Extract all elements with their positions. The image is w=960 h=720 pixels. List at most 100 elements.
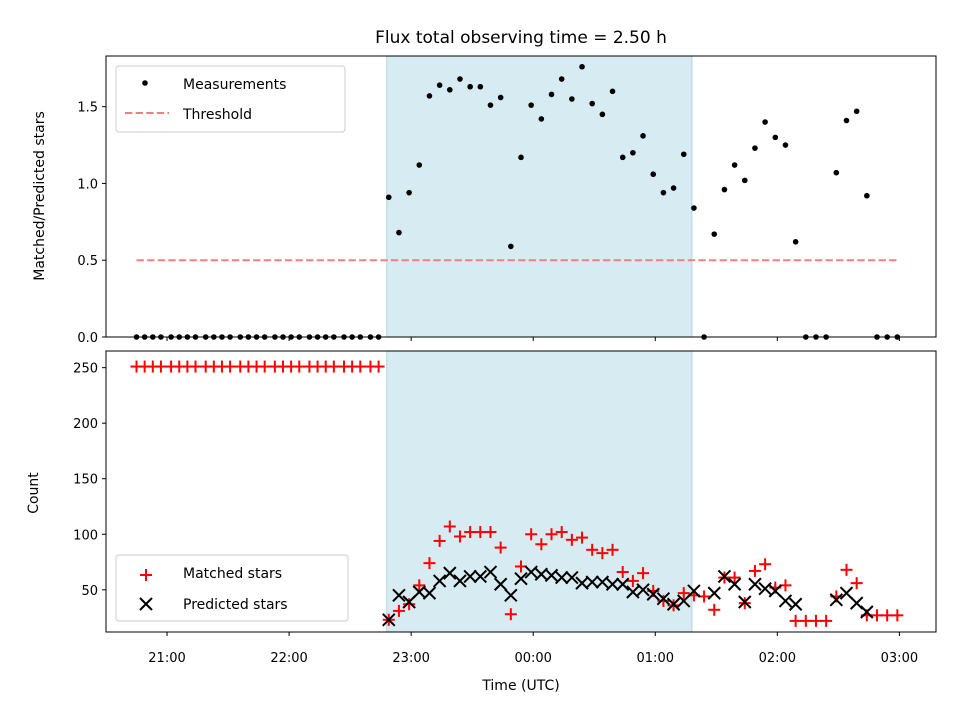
matched-star-point [535,538,548,551]
shaded-span-top [386,55,693,338]
predicted-star-point [585,575,599,589]
predicted-star-point [616,577,630,591]
predicted-star-point [524,565,538,579]
y-tick-label-top: 0.5 [77,254,98,269]
predicted-star-point [626,585,640,599]
predicted-star-point [514,571,528,586]
predicted-star-point [432,574,447,588]
predicted-star-point [463,569,477,584]
measurement-point [670,185,677,191]
predicted-star-point [504,588,518,603]
matched-star-point [443,520,456,533]
legend-top-box [115,65,346,133]
predicted-star-point [768,584,782,598]
matched-star-point [525,528,538,541]
matched-star-point [403,598,416,611]
predicted-star-point [829,593,844,607]
predicted-star-point [727,577,742,591]
measurement-point [528,102,534,108]
matched-star-point [748,564,761,577]
matched-star-point [555,526,568,539]
measurement-point [680,151,687,158]
measurement-point [619,154,626,161]
measurement-point [589,100,596,107]
predicted-star-point [483,565,498,579]
x-axis-label: Time (UTC) [481,678,559,694]
matched-star-point [891,609,904,622]
predicted-star-point [595,575,610,589]
frame-top [105,55,937,338]
matched-star-point [606,543,619,556]
y-tick-label-top: 0.0 [77,331,98,346]
matched-star-point [789,614,802,627]
matched-star-point [708,603,721,616]
matched-star-point [494,541,507,554]
x-tick-label: 03:00 [881,651,918,666]
measurement-point [477,83,484,90]
predicted-star-point [392,588,406,603]
measurement-point [660,189,667,196]
matched-star-point [626,574,639,587]
predicted-star-point [666,597,681,611]
matched-star-point [504,608,517,621]
measurement-point [518,154,524,161]
matched-star-point [586,543,599,556]
matched-star-point [154,360,167,373]
matched-star-point [372,360,385,373]
matched-star-point [809,614,822,627]
legend-predicted-label: Predicted stars [183,597,288,613]
matched-star-point [881,609,894,622]
measurement-point [762,119,768,125]
y-tick-label-bottom: 200 [73,417,98,432]
measurement-point [609,88,616,95]
matched-star-point [224,360,237,373]
measurement-point [457,76,463,82]
matched-star-point [871,609,884,622]
matched-star-point [799,614,812,627]
matched-star-point [464,526,477,539]
y-axis-label-bottom: Count [26,472,42,514]
measurement-point [691,205,697,211]
predicted-star-point [717,569,732,584]
matched-star-point [327,360,340,373]
measurement-point [853,108,860,115]
matched-star-point [484,526,497,539]
panel-count: 21:00 22:00 23:00 00:00 01:00 02:00 03:00 50 100… [26,350,937,694]
measurement-point [548,91,555,98]
matched-star-point [840,563,853,576]
top-axis-ticks: 0.0 0.5 1.0 1.5 [77,101,900,346]
predicted-star-point [453,574,467,588]
legend-measurements-marker [142,80,148,86]
matched-star-point [637,567,650,580]
measurement-point [497,94,504,101]
matched-star-point [433,534,446,547]
panel-ratio: 0.0 0.5 1.0 1.5 Matched/Predicted stars [32,55,937,346]
x-tick-label: 21:00 [148,651,185,666]
measurement-point [752,145,758,151]
measurement-point [630,149,636,156]
y-tick-label-bottom: 250 [73,362,98,377]
legend-matched-label: Matched stars [183,566,282,582]
matched-star-point [545,528,558,541]
matched-star-point [596,547,609,560]
matched-star-point [293,360,306,373]
predicted-star-point [778,594,793,608]
matched-star-point [576,531,589,544]
predicted-star-point [443,566,457,580]
matched-star-point [728,571,741,584]
matched-star-point [677,587,690,600]
matched-star-point [474,526,487,539]
measurement-point [599,111,606,118]
measurement-point [406,189,412,196]
legend-threshold-label: Threshold [182,107,252,123]
measurement-point [558,76,565,82]
legend-bottom-box [115,554,349,622]
measurement-point [650,171,657,178]
x-tick-label: 01:00 [637,651,674,666]
y-tick-label-bottom: 100 [73,528,98,543]
predicted-star-point [860,605,874,619]
predicted-star-point [707,586,721,600]
measurement-point [436,82,443,88]
y-tick-label-bottom: 50 [81,584,98,599]
